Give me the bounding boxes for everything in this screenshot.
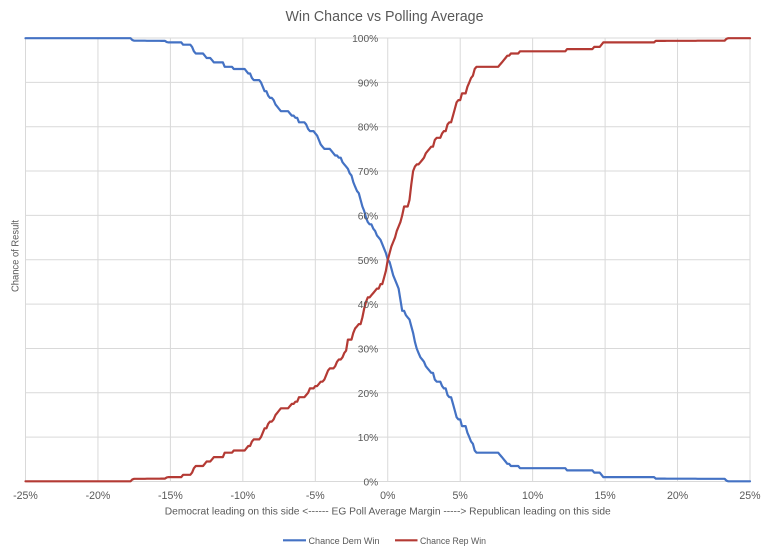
svg-text:Win Chance vs Polling Average: Win Chance vs Polling Average <box>286 8 484 25</box>
svg-text:25%: 25% <box>739 490 761 502</box>
svg-text:100%: 100% <box>352 34 378 45</box>
svg-text:-5%: -5% <box>306 490 325 502</box>
svg-text:80%: 80% <box>358 123 378 134</box>
svg-text:40%: 40% <box>358 300 378 311</box>
svg-text:-20%: -20% <box>86 490 111 502</box>
svg-text:90%: 90% <box>358 78 378 89</box>
svg-text:10%: 10% <box>358 433 378 444</box>
svg-text:20%: 20% <box>667 490 689 502</box>
svg-text:5%: 5% <box>453 490 469 502</box>
svg-text:-10%: -10% <box>230 490 255 502</box>
svg-text:15%: 15% <box>594 490 616 502</box>
svg-text:Democrat leading on this side: Democrat leading on this side <------ EG… <box>165 507 611 518</box>
svg-text:60%: 60% <box>358 211 378 222</box>
svg-text:Chance of Result: Chance of Result <box>11 220 22 292</box>
svg-text:Chance Dem Win: Chance Dem Win <box>309 536 380 547</box>
svg-text:10%: 10% <box>522 490 544 502</box>
svg-text:-25%: -25% <box>13 490 38 502</box>
svg-text:30%: 30% <box>358 345 378 356</box>
svg-text:20%: 20% <box>358 389 378 400</box>
svg-text:70%: 70% <box>358 167 378 178</box>
svg-text:0%: 0% <box>363 478 378 489</box>
svg-text:0%: 0% <box>380 490 396 502</box>
svg-text:50%: 50% <box>358 256 378 267</box>
svg-text:-15%: -15% <box>158 490 183 502</box>
svg-text:Chance Rep Win: Chance Rep Win <box>420 536 486 547</box>
